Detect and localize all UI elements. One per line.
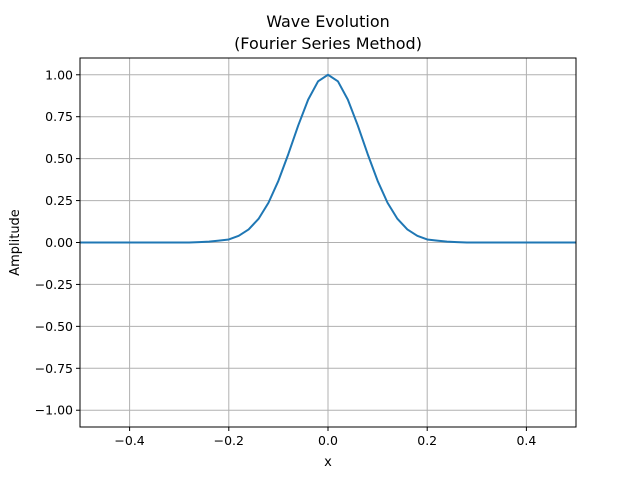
y-tick-label: −0.50 — [35, 319, 73, 334]
y-axis-label: Amplitude — [8, 209, 23, 276]
y-tick-label: 0.00 — [45, 235, 73, 250]
x-axis-label: x — [324, 455, 332, 470]
x-tick-label: −0.2 — [214, 433, 244, 448]
y-tick-label: −1.00 — [35, 403, 73, 418]
series-line-0 — [80, 73, 576, 244]
y-tick-label: −0.25 — [35, 277, 73, 292]
y-tick-label: 0.50 — [45, 151, 73, 166]
x-tick-label: −0.4 — [114, 433, 144, 448]
x-tick-label: 0.2 — [417, 433, 437, 448]
chart-title: Wave Evolution (Fourier Series Method) — [234, 12, 422, 53]
y-tick-label: 0.75 — [45, 109, 73, 124]
y-tick-label: 0.25 — [45, 193, 73, 208]
y-axis-ticks: −1.00 −0.75 −0.50 −0.25 0.00 0.25 0.50 0.75 1.00 — [35, 67, 80, 418]
chart-title-line-2: (Fourier Series Method) — [234, 34, 422, 53]
y-tick-label: 1.00 — [45, 67, 73, 82]
x-tick-label: 0.4 — [516, 433, 536, 448]
chart-title-line-1: Wave Evolution — [266, 12, 390, 31]
x-axis-ticks: −0.4 −0.2 0.0 0.2 0.4 — [114, 427, 536, 448]
x-tick-label: 0.0 — [318, 433, 338, 448]
series-layer — [80, 73, 576, 244]
y-tick-label: −0.75 — [35, 361, 73, 376]
